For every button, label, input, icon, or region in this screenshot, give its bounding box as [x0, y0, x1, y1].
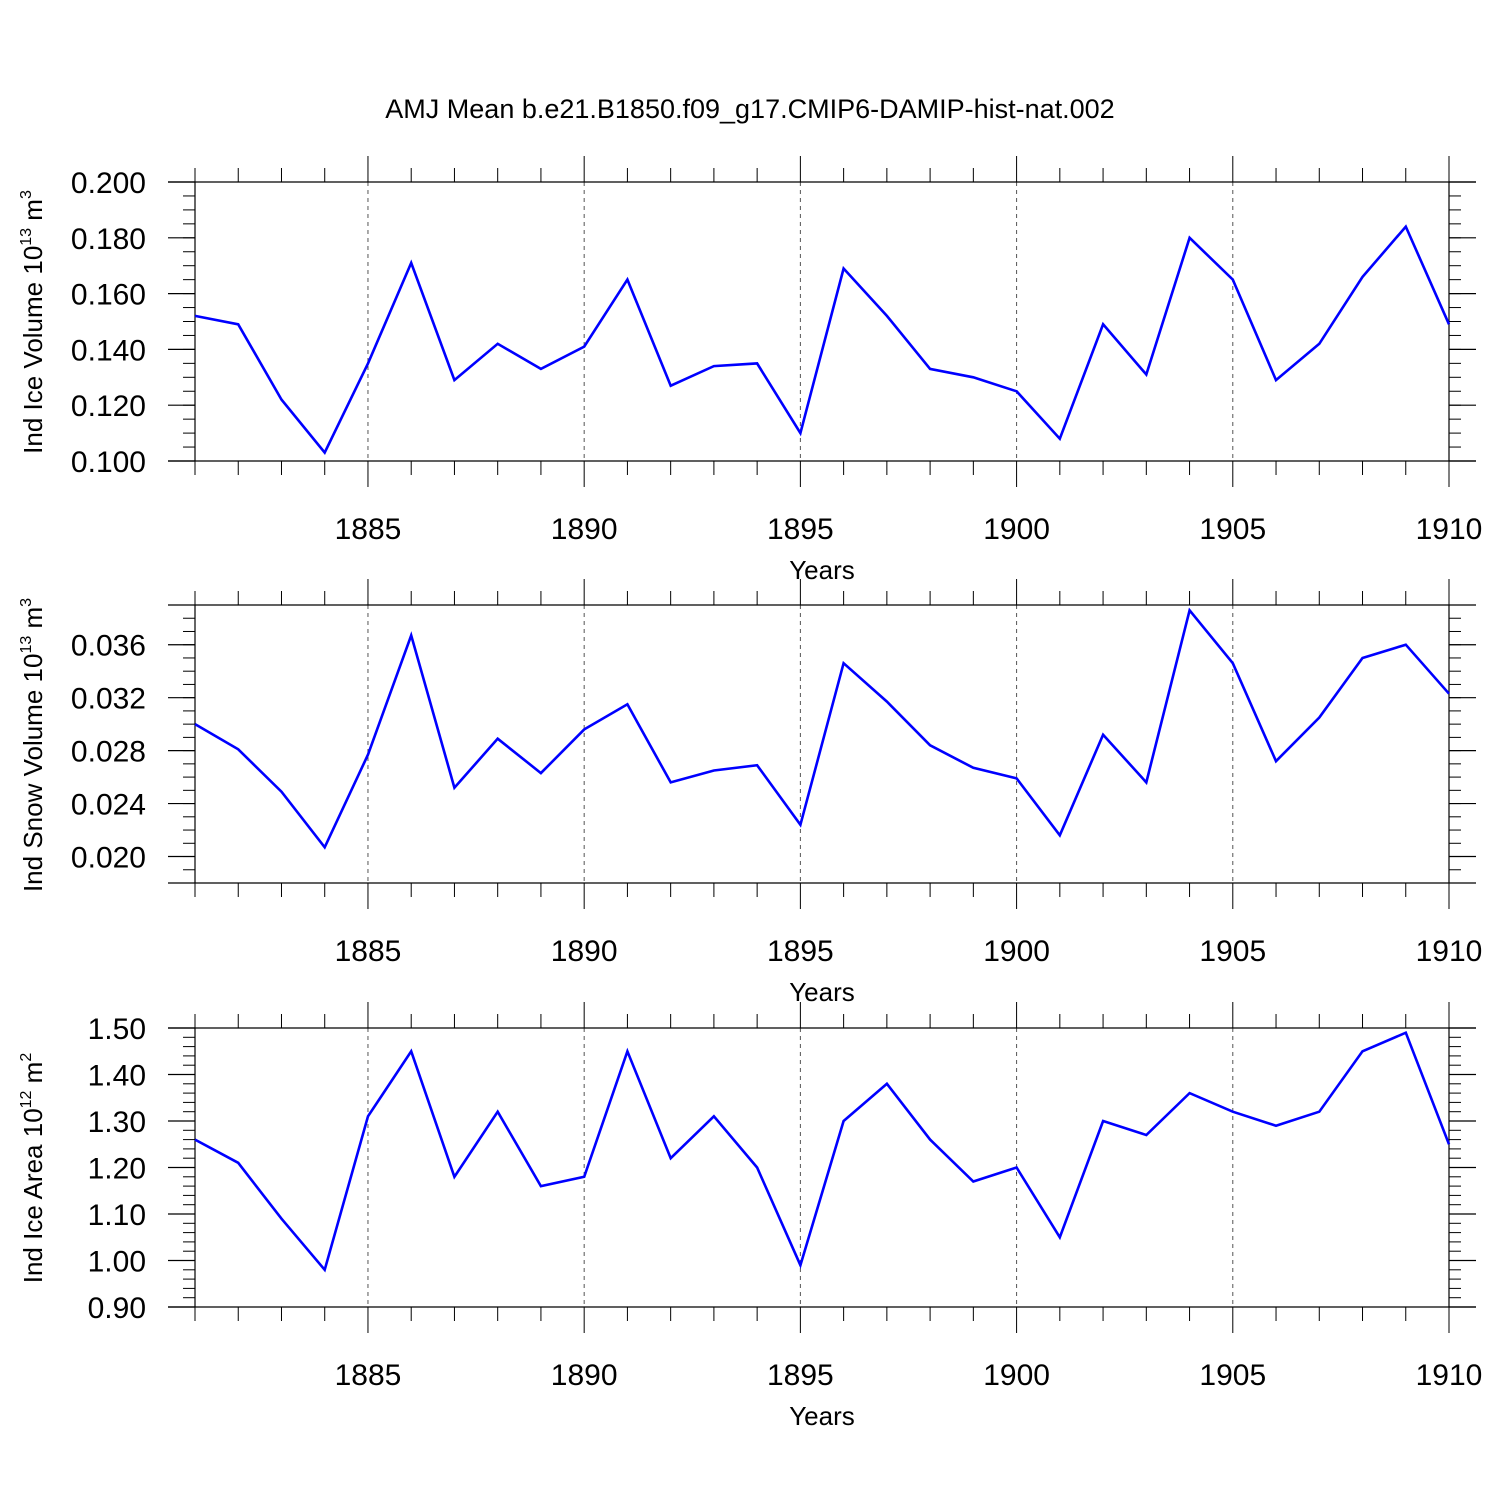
- x-tick-label: 1910: [1416, 513, 1483, 546]
- x-axis-label: Years: [789, 555, 855, 585]
- x-tick-label: 1895: [767, 1359, 834, 1392]
- x-tick-label: 1895: [767, 513, 834, 546]
- y-tick-label: 0.024: [71, 789, 146, 822]
- y-tick-label: 0.032: [71, 683, 146, 716]
- y-tick-label: 1.40: [88, 1060, 146, 1093]
- y-tick-label: 0.120: [71, 390, 146, 423]
- y-tick-label: 0.036: [71, 630, 146, 663]
- series-line: [194, 607, 1450, 850]
- y-tick-label: 1.00: [88, 1246, 146, 1279]
- panels: 0.100 0.120 0.140 0.160 0.180 0.200 1885 1890 18…: [18, 156, 1482, 1431]
- x-tick-label: 1910: [1416, 1359, 1483, 1392]
- x-tick-label: 1910: [1416, 935, 1483, 968]
- y-tick-label: 0.100: [71, 446, 146, 479]
- chart-title: AMJ Mean b.e21.B1850.f09_g17.CMIP6-DAMIP…: [385, 94, 1114, 124]
- y-tick-label: 0.020: [71, 842, 146, 875]
- x-tick-label: 1905: [1199, 513, 1266, 546]
- y-tick-label: 0.160: [71, 279, 146, 312]
- series-line: [194, 224, 1451, 456]
- y-tick-label: 0.180: [71, 223, 146, 256]
- x-tick-label: 1885: [335, 1359, 402, 1392]
- y-tick-label: 1.10: [88, 1199, 146, 1232]
- y-tick-label: 0.90: [88, 1292, 146, 1325]
- x-tick-label: 1885: [335, 935, 402, 968]
- y-tick-label: 0.140: [71, 334, 146, 367]
- panel-2: 0.020 0.024 0.028 0.032 0.036 1885 1890 1895 190…: [18, 579, 1482, 1007]
- x-tick-label: 1905: [1199, 935, 1266, 968]
- x-tick-label: 1890: [551, 935, 618, 968]
- y-axis-label: Ind Ice Area 1012 m2: [18, 1053, 48, 1284]
- series-line: [194, 1030, 1451, 1273]
- y-tick-label: 0.028: [71, 736, 146, 769]
- x-tick-label: 1895: [767, 935, 834, 968]
- y-tick-label: 1.20: [88, 1153, 146, 1186]
- x-tick-label: 1890: [551, 513, 618, 546]
- x-tick-label: 1885: [335, 513, 402, 546]
- x-axis-label: Years: [789, 977, 855, 1007]
- y-tick-label: 1.30: [88, 1106, 146, 1139]
- panel-1: 0.100 0.120 0.140 0.160 0.180 0.200 1885 1890 18…: [18, 156, 1482, 585]
- x-axis-label: Years: [789, 1401, 855, 1431]
- y-tick-label: 1.50: [88, 1013, 146, 1046]
- x-tick-label: 1900: [983, 513, 1050, 546]
- x-tick-label: 1900: [983, 935, 1050, 968]
- y-tick-label: 0.200: [71, 167, 146, 200]
- x-tick-label: 1905: [1199, 1359, 1266, 1392]
- y-axis-label: Ind Snow Volume 1013 m3: [18, 598, 48, 892]
- y-axis-label: Ind Ice Volume 1013 m3: [18, 190, 48, 454]
- panel-3: 0.90 1.00 1.10 1.20 1.30 1.40 1.50 1885 1890 1895…: [18, 1002, 1482, 1431]
- x-tick-label: 1890: [551, 1359, 618, 1392]
- x-tick-label: 1900: [983, 1359, 1050, 1392]
